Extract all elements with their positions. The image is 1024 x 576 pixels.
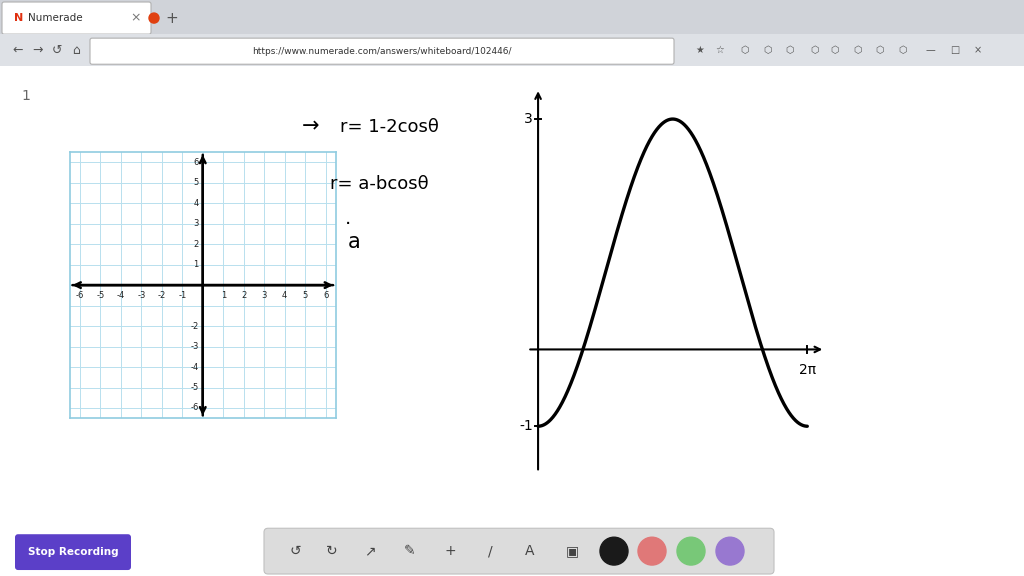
- Text: -6: -6: [76, 291, 84, 300]
- Text: 2: 2: [241, 291, 247, 300]
- Bar: [0, 34, 1024, 66]
- Circle shape: [150, 13, 159, 23]
- FancyBboxPatch shape: [90, 38, 674, 65]
- Circle shape: [638, 537, 666, 565]
- Text: ⬡: ⬡: [854, 45, 862, 55]
- Text: 6: 6: [194, 158, 199, 166]
- Text: +: +: [166, 10, 178, 25]
- Text: 1: 1: [194, 260, 199, 269]
- Text: ★: ★: [695, 45, 705, 55]
- Bar: [0, 0, 1024, 34]
- Text: ✎: ✎: [404, 544, 416, 558]
- Text: 3: 3: [261, 291, 267, 300]
- FancyBboxPatch shape: [15, 534, 131, 570]
- Text: -5: -5: [190, 383, 199, 392]
- Text: r= 1-2cosθ: r= 1-2cosθ: [340, 118, 439, 136]
- Text: ⌂: ⌂: [72, 44, 80, 56]
- Text: 3: 3: [524, 112, 532, 126]
- Circle shape: [677, 537, 705, 565]
- Text: ↺: ↺: [289, 544, 301, 558]
- Text: □: □: [950, 45, 959, 55]
- Text: -1: -1: [178, 291, 186, 300]
- Text: ↻: ↻: [327, 544, 338, 558]
- Text: →: →: [32, 44, 43, 56]
- Text: 2π: 2π: [799, 363, 816, 377]
- Text: r= a-bcosθ: r= a-bcosθ: [330, 175, 428, 194]
- Text: ×: ×: [974, 45, 982, 55]
- Text: Numerade: Numerade: [28, 13, 83, 23]
- Text: -6: -6: [190, 404, 199, 412]
- Text: -3: -3: [190, 342, 199, 351]
- Text: →: →: [302, 117, 319, 137]
- Text: -5: -5: [96, 291, 104, 300]
- Text: ←: ←: [12, 44, 23, 56]
- Text: -3: -3: [137, 291, 145, 300]
- Text: /: /: [487, 544, 493, 558]
- Text: ↺: ↺: [52, 44, 62, 56]
- Text: 3: 3: [194, 219, 199, 228]
- Text: 1: 1: [22, 89, 30, 103]
- Text: ⬡: ⬡: [899, 45, 907, 55]
- Text: a: a: [348, 232, 360, 252]
- Text: A: A: [525, 544, 535, 558]
- Text: -2: -2: [158, 291, 166, 300]
- Text: ⬡: ⬡: [785, 45, 795, 55]
- Text: -4: -4: [117, 291, 125, 300]
- Text: ▣: ▣: [565, 544, 579, 558]
- Text: ⬡: ⬡: [830, 45, 840, 55]
- Text: 4: 4: [282, 291, 288, 300]
- Text: -1: -1: [519, 419, 532, 433]
- Circle shape: [600, 537, 628, 565]
- Text: ☆: ☆: [716, 45, 724, 55]
- Text: 4: 4: [194, 199, 199, 208]
- Text: Stop Recording: Stop Recording: [28, 547, 119, 557]
- Text: .: .: [345, 210, 351, 228]
- Text: —: —: [925, 45, 935, 55]
- Text: ⬡: ⬡: [740, 45, 750, 55]
- Text: 5: 5: [302, 291, 308, 300]
- Text: ⬡: ⬡: [764, 45, 772, 55]
- Text: -2: -2: [190, 321, 199, 331]
- Text: ⬡: ⬡: [876, 45, 885, 55]
- Text: 5: 5: [194, 178, 199, 187]
- Text: ⬡: ⬡: [811, 45, 819, 55]
- Text: 6: 6: [323, 291, 329, 300]
- Text: https://www.numerade.com/answers/whiteboard/102446/: https://www.numerade.com/answers/whitebo…: [252, 47, 512, 56]
- Circle shape: [716, 537, 744, 565]
- Text: -4: -4: [190, 362, 199, 372]
- FancyBboxPatch shape: [264, 528, 774, 574]
- Text: ↗: ↗: [365, 544, 376, 558]
- FancyBboxPatch shape: [2, 2, 151, 34]
- Text: N: N: [14, 13, 24, 23]
- Text: +: +: [444, 544, 456, 558]
- Text: 2: 2: [194, 240, 199, 249]
- Text: 1: 1: [220, 291, 226, 300]
- Text: ×: ×: [131, 12, 141, 25]
